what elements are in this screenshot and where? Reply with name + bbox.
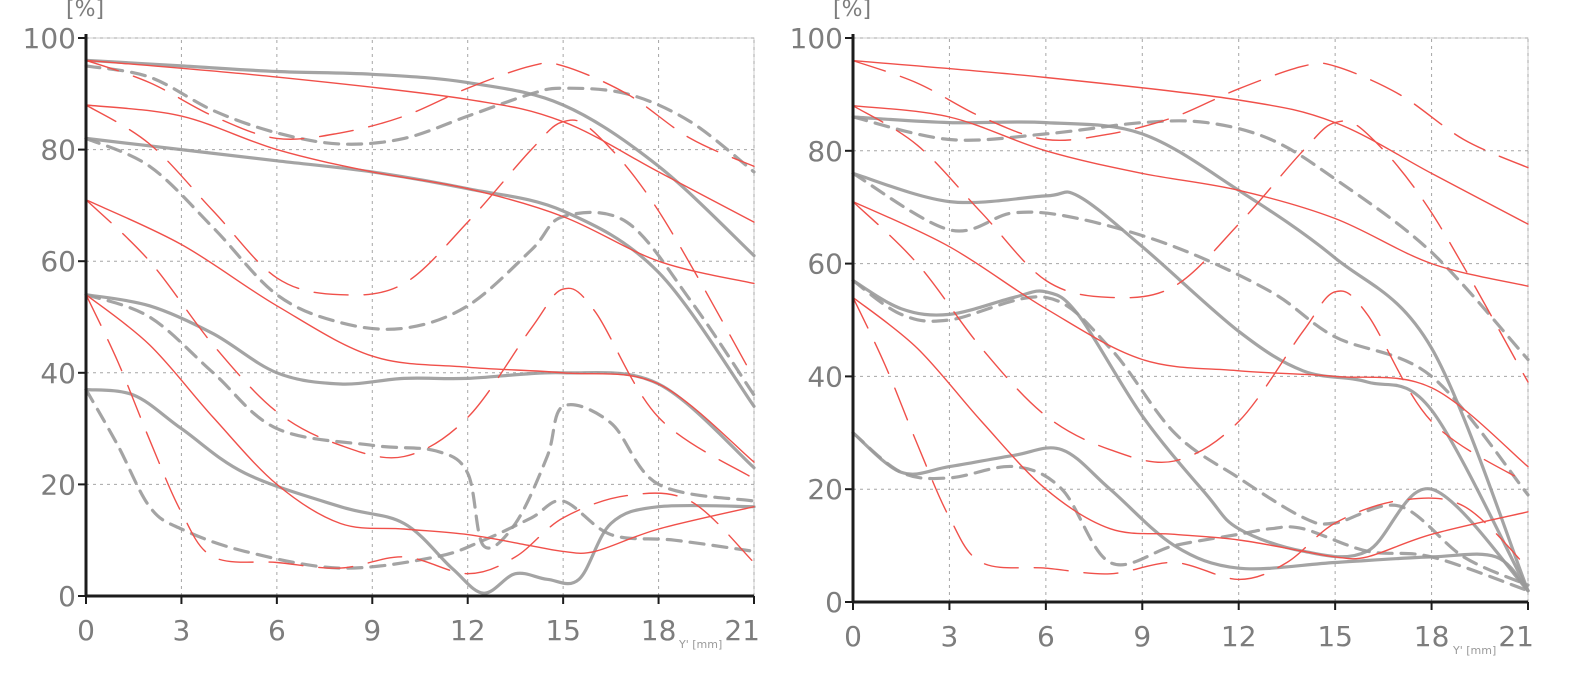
series-line-red-solid-11 xyxy=(852,296,1529,560)
series-line-red-dashed-14 xyxy=(852,200,1529,485)
series-line-grey-solid-2 xyxy=(851,278,1530,593)
x-tick-label: 6 xyxy=(1037,620,1055,653)
x-tick-label: 0 xyxy=(844,620,862,653)
series-line-red-dashed-12 xyxy=(852,59,1529,169)
x-tick-label: 9 xyxy=(1133,620,1151,653)
series-line-red-solid-8 xyxy=(852,59,1529,225)
x-tick-label: 3 xyxy=(173,614,191,647)
x-tick-label: 6 xyxy=(268,614,286,647)
y-tick-label: 60 xyxy=(807,248,843,281)
series-line-red-solid-11 xyxy=(85,294,755,554)
x-tick-label: 0 xyxy=(77,614,95,647)
series-line-grey-solid-3 xyxy=(851,431,1530,593)
series-line-red-dashed-14 xyxy=(85,199,755,480)
y-tick-label: 40 xyxy=(807,360,843,393)
y-unit-label: [%] xyxy=(833,0,871,22)
y-tick-label: 80 xyxy=(40,134,76,167)
y-tick-label: 100 xyxy=(790,22,843,55)
series-line-red-solid-10 xyxy=(85,199,755,463)
y-unit-label: [%] xyxy=(66,0,104,22)
y-tick-label: 60 xyxy=(40,245,76,278)
x-tick-label: 18 xyxy=(1414,620,1450,653)
x-axis-name: Y' [mm] xyxy=(1452,644,1496,657)
series-line-red-dashed-13 xyxy=(852,105,1529,383)
series-line-red-solid-9 xyxy=(85,104,755,285)
series-line-grey-solid-0 xyxy=(851,115,1530,593)
x-tick-label: 12 xyxy=(450,614,486,647)
y-tick-label: 20 xyxy=(807,473,843,506)
x-tick-label: 15 xyxy=(545,614,581,647)
series-line-grey-dashed-7 xyxy=(84,387,756,570)
series-line-red-dashed-13 xyxy=(85,104,755,380)
series-line-grey-dashed-7 xyxy=(851,431,1530,593)
x-tick-label: 9 xyxy=(363,614,381,647)
y-tick-label: 20 xyxy=(40,468,76,501)
series-line-grey-dashed-5 xyxy=(84,136,756,397)
grid xyxy=(853,37,1529,602)
series-group xyxy=(851,59,1530,593)
series-line-grey-solid-3 xyxy=(84,387,756,595)
x-tick-label: 18 xyxy=(641,614,677,647)
y-tick-label: 40 xyxy=(40,357,76,390)
y-tick-label: 100 xyxy=(23,22,76,55)
series-line-red-solid-10 xyxy=(852,200,1529,468)
series-line-grey-solid-1 xyxy=(851,171,1530,593)
series-line-grey-dashed-6 xyxy=(851,278,1530,587)
plot-frame xyxy=(85,37,755,597)
series-line-grey-dashed-4 xyxy=(851,115,1530,362)
series-line-grey-dashed-5 xyxy=(851,171,1530,497)
series-group xyxy=(84,58,756,595)
series-line-red-dashed-15 xyxy=(85,294,755,575)
x-tick-label: 3 xyxy=(941,620,959,653)
grid xyxy=(86,37,755,596)
y-tick-label: 0 xyxy=(58,580,76,613)
series-line-red-solid-8 xyxy=(85,59,755,223)
x-tick-label: 12 xyxy=(1221,620,1257,653)
chart-panel-1: 0 20 40 60 80 100 0 3 6 9 12 15 18 21 [%] Y' [mm] xyxy=(23,0,760,651)
y-tick-label: 80 xyxy=(807,135,843,168)
y-tick-label: 0 xyxy=(825,586,843,619)
x-axis-name: Y' [mm] xyxy=(678,638,722,651)
x-tick-label: 21 xyxy=(1498,620,1534,653)
series-line-red-solid-9 xyxy=(852,105,1529,287)
series-line-grey-solid-0 xyxy=(84,58,756,258)
series-line-grey-dashed-6 xyxy=(84,293,756,550)
x-tick-label: 15 xyxy=(1317,620,1353,653)
series-line-red-dashed-15 xyxy=(852,296,1529,581)
chart-panel-2: 0 20 40 60 80 100 0 3 6 9 12 15 18 21 [%] Y' [mm] xyxy=(790,0,1534,657)
series-line-grey-dashed-4 xyxy=(84,64,756,174)
x-tick-label: 21 xyxy=(724,614,760,647)
series-line-red-dashed-12 xyxy=(85,59,755,167)
